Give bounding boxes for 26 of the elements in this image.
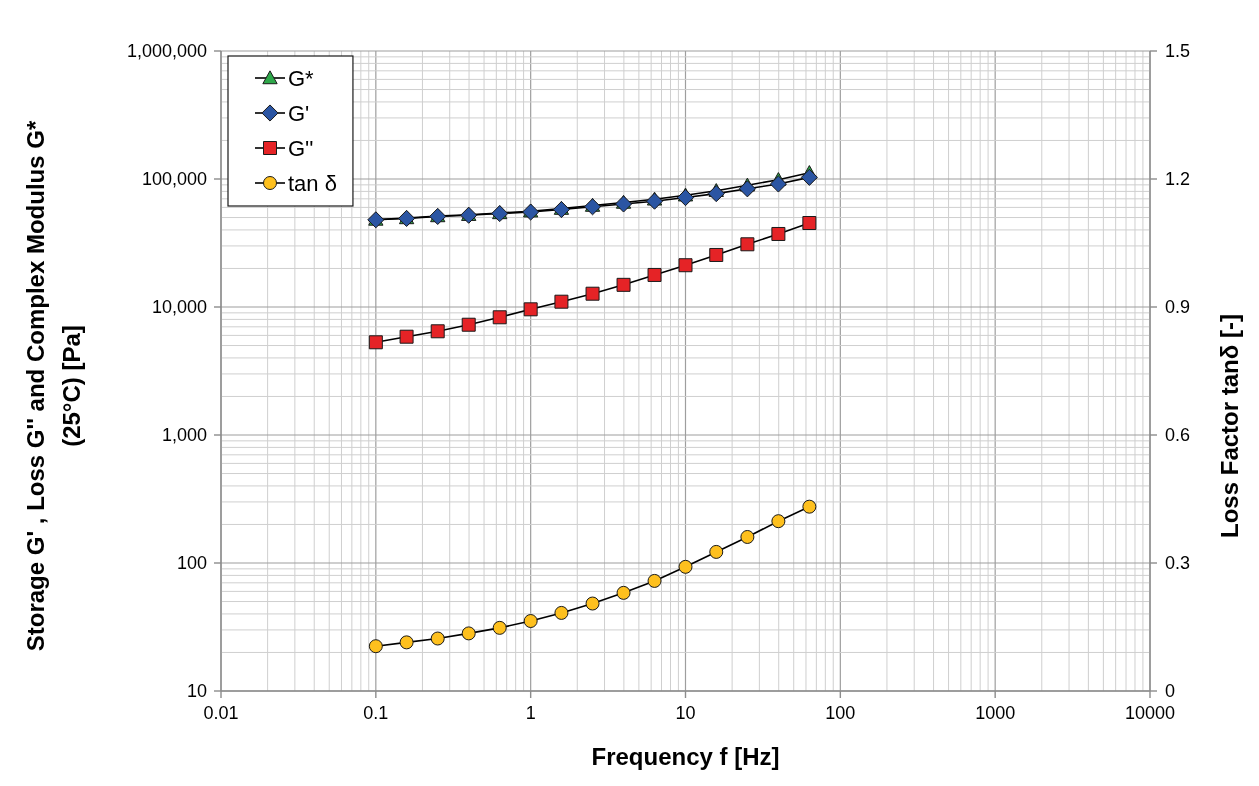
x-tick-label: 10 [675, 703, 696, 723]
legend-label: G' [288, 100, 310, 126]
legend-label: tan δ [288, 170, 337, 196]
y2-tick-label: 0 [1165, 681, 1176, 702]
y2-axis-title: Loss Factor tanδ [-] [1216, 314, 1243, 538]
y-tick-label: 10,000 [151, 297, 207, 318]
y-tick-label: 1,000 [161, 425, 207, 446]
x-tick-label: 1000 [975, 703, 1016, 723]
y-tick-label: 100,000 [141, 169, 207, 190]
x-tick-label: 1 [525, 703, 536, 723]
y-tick-label: 100 [176, 553, 207, 574]
x-axis-title: Frequency f [Hz] [591, 743, 780, 770]
legend-label: G'' [288, 135, 314, 161]
y2-tick-label: 0.6 [1165, 425, 1191, 446]
x-tick-label: 0.1 [363, 703, 389, 723]
x-tick-label: 10000 [1124, 703, 1176, 723]
y-axis-title: Storage G' , Loss G'' and Complex Modulus G* (25°C) [Pa] [22, 120, 85, 652]
y2-tick-label: 1.5 [1165, 41, 1191, 62]
y-tick-label: 1,000,000 [126, 41, 207, 62]
y2-tick-label: 0.9 [1165, 297, 1191, 318]
legend-label: G* [288, 65, 315, 91]
y2-tick-label: 1.2 [1165, 169, 1191, 190]
y-tick-label: 10 [186, 681, 207, 702]
y2-tick-label: 0.3 [1165, 553, 1191, 574]
x-tick-label: 100 [825, 703, 856, 723]
x-tick-label: 0.01 [203, 703, 239, 723]
